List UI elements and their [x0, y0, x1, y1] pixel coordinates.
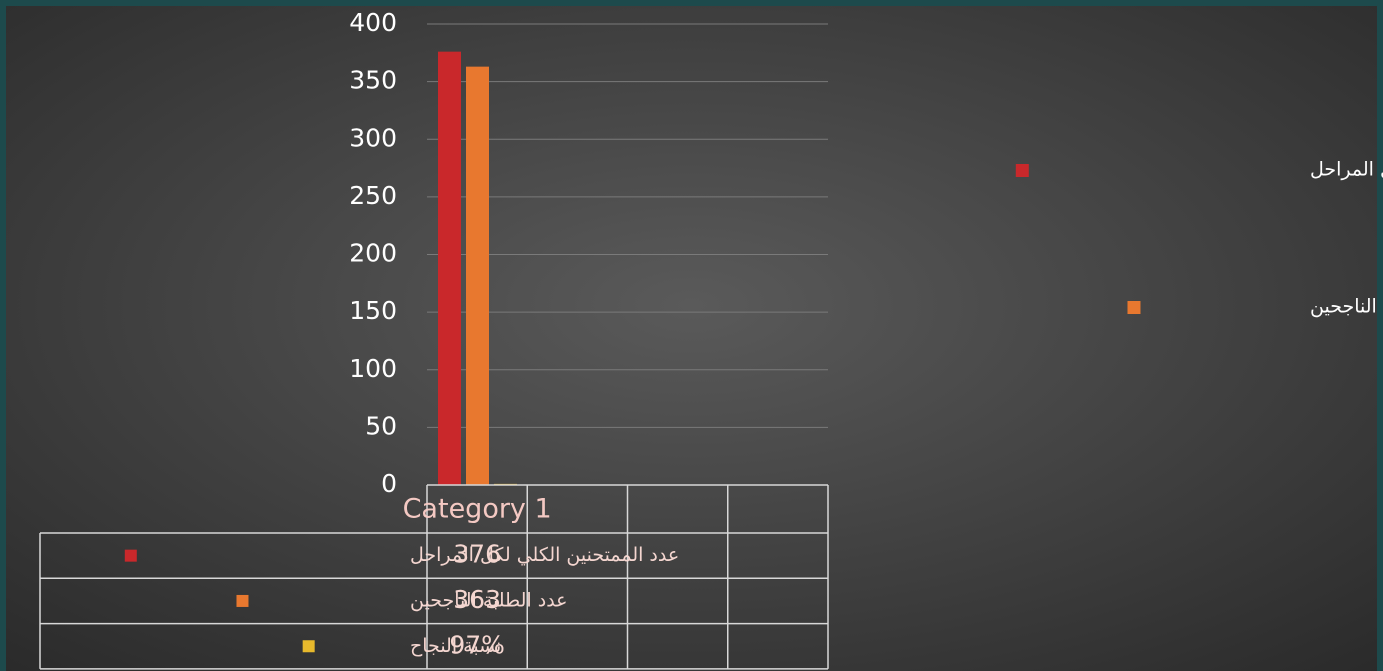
row-key [124, 549, 137, 562]
legend-key [1015, 164, 1029, 177]
legend-label: عدد الطلبة الناجحين [1310, 296, 1383, 318]
row-key [302, 640, 315, 653]
table-value: 97% [449, 630, 505, 659]
y-tick-label: 400 [349, 8, 397, 37]
y-tick-label: 250 [349, 181, 397, 210]
y-tick-label: 0 [381, 469, 397, 498]
y-tick-label: 200 [349, 239, 397, 268]
legend-label: عدد الممتحنين الكلي لكل المراحل [1310, 159, 1383, 181]
x-tick-label: Category 1 [403, 494, 552, 525]
y-tick-label: 300 [349, 123, 397, 152]
y-tick-label: 50 [365, 411, 397, 440]
table-value: 376 [453, 540, 501, 569]
row-label: نسبة النجاح [410, 635, 501, 657]
background [6, 6, 1377, 671]
bar [466, 66, 489, 485]
row-label: عدد الطلبة الناجحين [410, 589, 568, 611]
row-label: عدد الممتحنين الكلي لكل المراحل [410, 544, 679, 566]
legend-key [1127, 301, 1141, 314]
y-tick-label: 100 [349, 354, 397, 383]
y-tick-label: 150 [349, 296, 397, 325]
row-key [236, 594, 249, 607]
bar [438, 51, 461, 485]
y-tick-label: 350 [349, 66, 397, 95]
table-value: 363 [453, 585, 501, 614]
